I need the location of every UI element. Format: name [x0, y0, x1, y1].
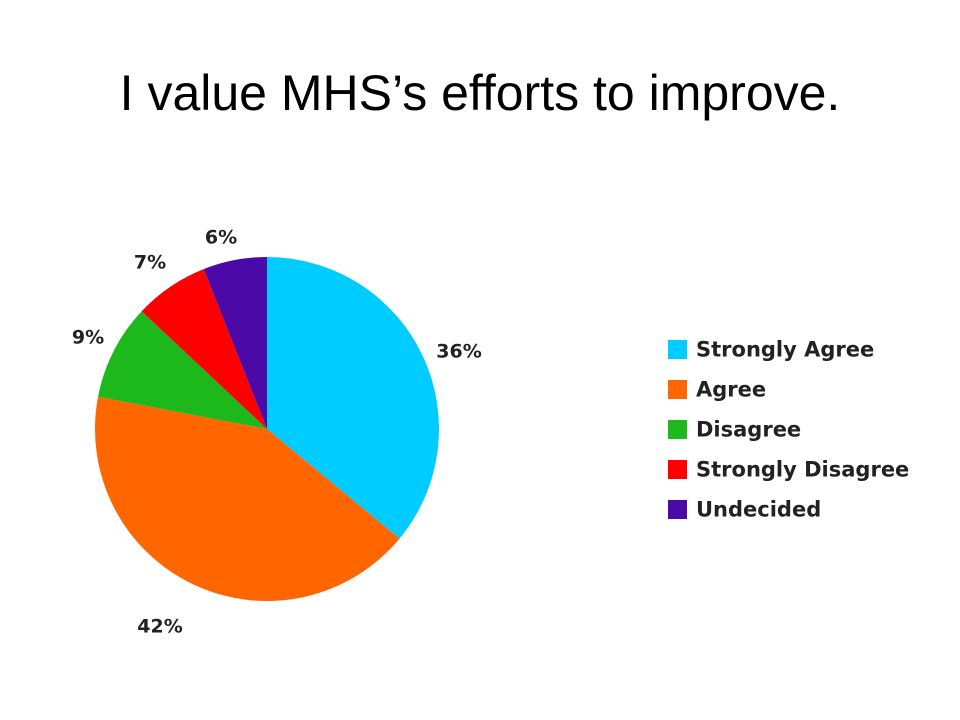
- legend-label-agree: Agree: [696, 378, 766, 402]
- data-label-strongly-disagree: 7%: [134, 252, 166, 274]
- pie-slice-undecided: [203, 257, 267, 429]
- legend-swatch-disagree: [668, 420, 687, 439]
- legend-swatch-strongly-disagree: [668, 460, 687, 479]
- data-label-disagree: 9%: [72, 327, 104, 349]
- pie-slices: [95, 257, 440, 602]
- legend-label-strongly-disagree: Strongly Disagree: [696, 458, 909, 482]
- legend-swatch-agree: [668, 380, 687, 399]
- legend-label-strongly-agree: Strongly Agree: [696, 338, 874, 362]
- data-label-agree: 42%: [137, 616, 182, 638]
- pie-slice-disagree: [98, 311, 267, 429]
- data-label-strongly-agree: 36%: [436, 341, 481, 363]
- legend-swatch-strongly-agree: [668, 340, 687, 359]
- legend-label-undecided: Undecided: [696, 498, 821, 522]
- legend-label-disagree: Disagree: [696, 418, 801, 442]
- pie-slice-strongly-agree: [267, 257, 440, 539]
- data-labels: 36% 42% 9% 7% 6%: [72, 227, 482, 638]
- pie-slice-strongly-disagree: [141, 269, 267, 429]
- slide-title: I value MHS’s efforts to improve.: [119, 65, 841, 121]
- data-label-undecided: 6%: [205, 227, 237, 249]
- legend-swatch-undecided: [668, 500, 687, 519]
- pie-slice-agree: [95, 396, 400, 602]
- legend: Strongly Agree Agree Disagree Strongly Disa…: [668, 338, 909, 522]
